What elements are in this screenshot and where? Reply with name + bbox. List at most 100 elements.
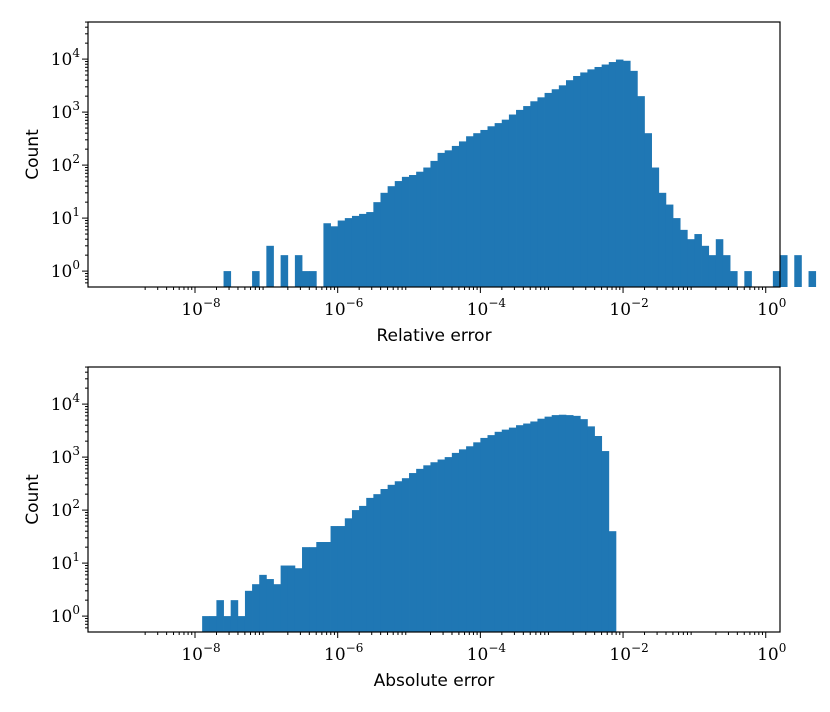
absolute-error-bar (259, 574, 267, 632)
absolute-error-x-ticks: 10−8 10−6 10−4 10−2 100 (144, 632, 786, 665)
relative-error-bar (730, 271, 738, 287)
relative-error-bar (501, 119, 510, 287)
absolute-error-bar (516, 425, 524, 632)
absolute-error-bar (309, 547, 317, 632)
absolute-error-bar (451, 452, 460, 632)
relative-error-bar (344, 218, 353, 287)
relative-error-bar (394, 181, 403, 287)
y-tick-label: 100 (51, 603, 80, 627)
relative-error-bar (480, 129, 488, 287)
relative-error-bar (266, 245, 274, 287)
absolute-error-bar (316, 542, 324, 632)
relative-error-bar (544, 92, 553, 288)
absolute-error-bar (523, 423, 531, 632)
absolute-error-bar (466, 446, 474, 632)
relative-error-bar (630, 70, 638, 287)
relative-error-bar (651, 167, 660, 287)
relative-error-bar (223, 271, 232, 287)
relative-error-bar (294, 255, 303, 287)
absolute-error-bar (373, 494, 381, 632)
relative-error-bar (573, 75, 581, 288)
absolute-error-bar (480, 437, 488, 632)
absolute-error-bar (209, 616, 217, 632)
absolute-error-bar (508, 427, 517, 632)
absolute-error-bar (494, 431, 503, 632)
x-tick-label: 10−2 (609, 641, 648, 665)
absolute-error-bar (230, 600, 239, 632)
x-tick-label: 10−4 (467, 296, 507, 320)
absolute-error-bar (416, 468, 424, 632)
absolute-error-bar (530, 421, 538, 632)
absolute-error-bar (601, 451, 610, 632)
x-tick-label: 10−4 (467, 641, 507, 665)
absolute-error-bar (594, 436, 603, 632)
absolute-error-bar (409, 473, 417, 632)
relative-error-bar (687, 239, 695, 287)
relative-error-bar (373, 202, 381, 287)
absolute-error-bar (501, 429, 510, 632)
x-tick-label: 100 (757, 296, 786, 320)
absolute-error-bar (437, 459, 446, 632)
absolute-error-bar (580, 419, 588, 632)
relative-error-y-ticks: 100 101 102 103 104 (51, 21, 88, 284)
absolute-error-bar (287, 565, 296, 632)
relative-error-bar (302, 271, 310, 287)
absolute-error-bar (244, 590, 253, 632)
absolute-error-bar (558, 414, 567, 632)
relative-error-bar (808, 271, 817, 287)
relative-error-bar (530, 101, 538, 287)
absolute-error-bar (444, 457, 453, 632)
y-tick-label: 100 (51, 258, 80, 282)
absolute-error-bar (216, 600, 224, 632)
relative-error-bar (508, 114, 517, 287)
relative-error-bar (351, 215, 360, 287)
relative-error-bar (323, 223, 331, 287)
relative-error-bar (430, 160, 438, 287)
absolute-error-bar (330, 526, 339, 632)
relative-error-bar (387, 186, 396, 287)
absolute-error-bar (273, 584, 282, 632)
y-tick-label: 103 (51, 444, 80, 468)
absolute-error-bar (608, 531, 617, 632)
x-tick-label: 10−8 (181, 296, 220, 320)
absolute-error-bar (587, 426, 595, 632)
absolute-error-bar (266, 579, 274, 632)
y-tick-label: 102 (51, 497, 80, 521)
relative-error-bar (458, 141, 467, 287)
absolute-error-bar (573, 415, 581, 632)
absolute-error-bar (401, 478, 410, 632)
relative-error-bar (665, 204, 674, 287)
relative-error-bar (715, 239, 724, 287)
relative-error-bar (644, 133, 652, 287)
absolute-error-bar (423, 465, 431, 632)
relative-error-bar (330, 226, 339, 287)
relative-error-bar (473, 133, 481, 287)
absolute-error-bar (302, 547, 310, 632)
absolute-error-xlabel: Absolute error (374, 671, 495, 691)
absolute-error-bar (473, 442, 481, 632)
relative-error-bar (558, 85, 567, 287)
absolute-error-panel: 10−8 10−6 10−4 10−2 100 100 101 102 103 104 Abso… (23, 366, 786, 691)
relative-error-bar (487, 126, 496, 287)
relative-error-bar (359, 213, 367, 287)
relative-error-bar (409, 175, 417, 287)
relative-error-bar (601, 64, 610, 287)
x-tick-label: 10−6 (324, 296, 363, 320)
relative-error-bar (722, 255, 731, 287)
relative-error-bar (744, 271, 752, 287)
relative-error-plot-frame (87, 21, 781, 288)
relative-error-bar (252, 271, 260, 287)
x-tick-label: 10−6 (324, 641, 363, 665)
relative-error-bar (565, 80, 574, 287)
relative-error-bar (337, 220, 346, 287)
relative-error-bar (708, 255, 717, 287)
relative-error-bar (451, 145, 460, 287)
y-tick-label: 101 (51, 550, 80, 574)
x-tick-label: 10−2 (609, 296, 648, 320)
absolute-error-bar (351, 510, 360, 632)
relative-error-bar (523, 106, 531, 287)
absolute-error-bar (565, 415, 574, 632)
y-tick-label: 104 (51, 46, 81, 70)
relative-error-bars (223, 59, 817, 288)
